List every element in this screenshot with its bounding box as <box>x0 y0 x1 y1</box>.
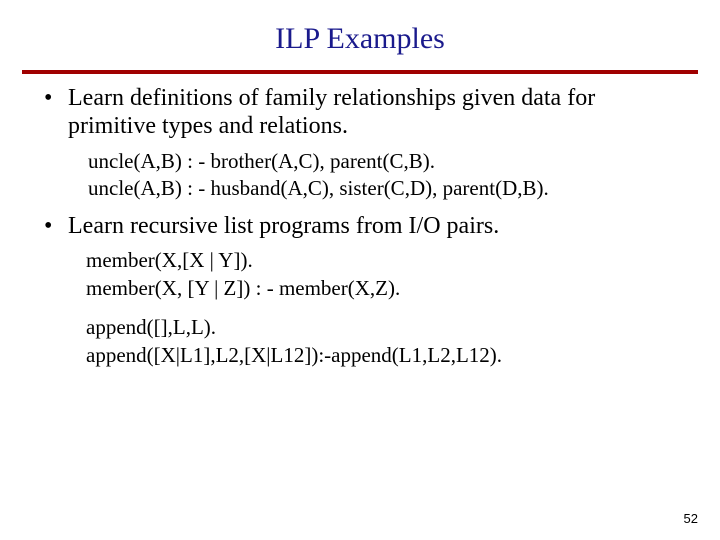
code-block: member(X,[X | Y]). member(X, [Y | Z]) : … <box>86 248 684 301</box>
bullet-list: Learn definitions of family relationship… <box>36 84 684 369</box>
page-number: 52 <box>684 511 698 526</box>
code-line: append([X|L1],L2,[X|L12]):-append(L1,L2,… <box>86 343 684 369</box>
code-block: append([],L,L). append([X|L1],L2,[X|L12]… <box>86 315 684 368</box>
bullet-text: Learn recursive list programs from I/O p… <box>68 213 499 239</box>
slide: ILP Examples Learn definitions of family… <box>0 0 720 540</box>
content-area: Learn definitions of family relationship… <box>0 84 720 369</box>
bullet-item: Learn recursive list programs from I/O p… <box>62 212 684 369</box>
bullet-item: Learn definitions of family relationship… <box>62 84 684 202</box>
code-line: append([],L,L). <box>86 315 684 341</box>
code-line: uncle(A,B) : - brother(A,C), parent(C,B)… <box>88 149 684 175</box>
code-block: uncle(A,B) : - brother(A,C), parent(C,B)… <box>88 149 684 202</box>
code-line: member(X,[X | Y]). <box>86 248 684 274</box>
bullet-text: Learn definitions of family relationship… <box>68 85 595 139</box>
slide-title: ILP Examples <box>0 0 720 66</box>
code-line: member(X, [Y | Z]) : - member(X,Z). <box>86 276 684 302</box>
title-rule <box>22 70 698 74</box>
code-line: uncle(A,B) : - husband(A,C), sister(C,D)… <box>88 176 684 202</box>
